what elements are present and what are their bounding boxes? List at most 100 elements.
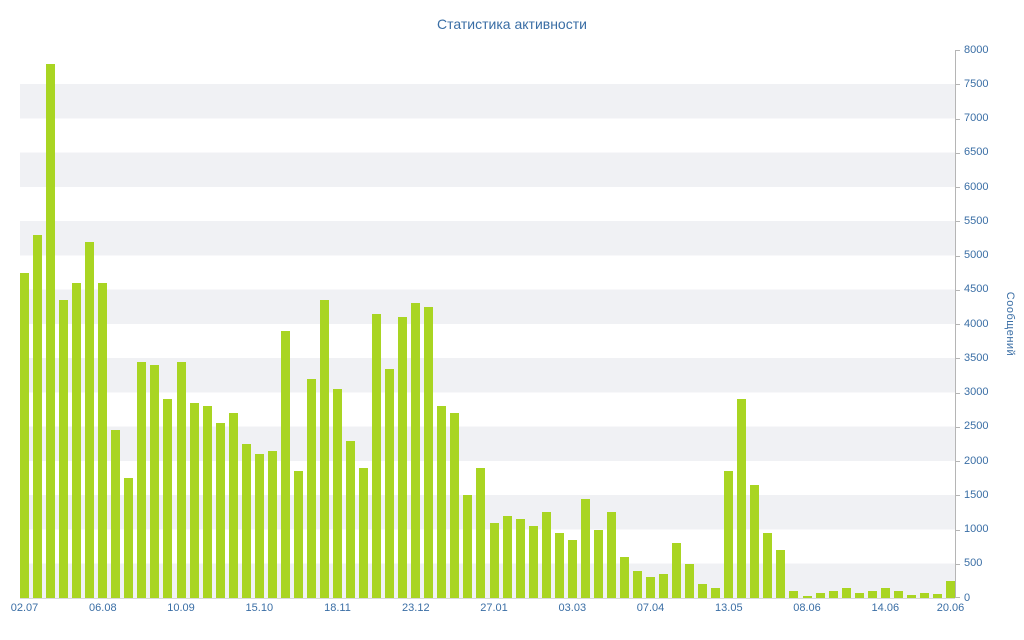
y-tick-label: 0 <box>964 591 971 604</box>
y-tick-mark <box>956 529 960 531</box>
bar <box>293 471 303 598</box>
bar <box>867 591 877 598</box>
y-tick-mark <box>956 84 960 86</box>
y-tick-mark <box>956 358 960 360</box>
x-tick-label: 18.11 <box>324 602 351 614</box>
y-tick-mark <box>956 461 960 462</box>
bar <box>880 587 890 598</box>
y-tick-label: 4500 <box>964 283 989 296</box>
plot-area <box>20 50 955 599</box>
y-tick-mark <box>956 563 960 565</box>
bar <box>163 399 173 598</box>
bar <box>111 430 121 598</box>
y-tick-label: 4000 <box>964 317 989 330</box>
x-tick-label: 15.10 <box>245 602 274 614</box>
bar <box>359 467 369 598</box>
x-tick-label: 07.04 <box>636 602 665 614</box>
y-tick-label: 6500 <box>964 146 989 159</box>
x-tick-label: 02.07 <box>10 602 39 614</box>
x-tick-label: 03.03 <box>558 602 587 614</box>
x-tick-label: 20.06 <box>936 602 965 614</box>
bar <box>893 591 903 598</box>
bar <box>385 368 395 598</box>
y-tick-label: 7000 <box>964 112 989 124</box>
y-tick-label: 1500 <box>964 488 989 501</box>
bar <box>124 478 134 598</box>
bar <box>528 526 538 598</box>
bar <box>267 450 277 598</box>
bar <box>346 440 356 598</box>
bar <box>137 361 147 598</box>
bar <box>685 563 695 598</box>
bar <box>815 592 825 598</box>
bar <box>763 532 773 598</box>
bar <box>828 591 838 598</box>
bar <box>319 300 329 598</box>
bar <box>606 512 616 598</box>
y-tick-mark <box>956 597 960 598</box>
y-tick-label: 1000 <box>964 523 989 535</box>
bar <box>502 515 512 598</box>
bar <box>711 587 721 598</box>
y-tick-mark <box>956 495 960 497</box>
bar <box>698 584 708 598</box>
bar <box>46 63 56 598</box>
bar <box>724 471 734 598</box>
y-tick-mark <box>956 255 960 257</box>
bar <box>919 592 929 598</box>
bar <box>189 402 199 598</box>
bar <box>333 389 342 598</box>
bar <box>215 423 225 598</box>
x-tick-label: 13.05 <box>715 602 743 614</box>
bar <box>254 454 264 598</box>
bar <box>906 594 916 598</box>
bar <box>463 495 473 598</box>
y-tick-label: 2000 <box>964 454 989 467</box>
bar <box>580 498 590 598</box>
bar <box>59 300 69 598</box>
y-tick-mark <box>956 118 960 120</box>
bar <box>659 574 669 598</box>
bar <box>932 593 942 598</box>
bar <box>20 272 29 598</box>
y-tick-mark <box>956 289 960 291</box>
bar <box>646 577 656 598</box>
bar <box>437 406 447 598</box>
x-tick-label: 10.09 <box>167 602 195 614</box>
bar <box>854 592 864 598</box>
bar <box>515 519 525 598</box>
bar <box>776 550 786 598</box>
bar <box>737 399 747 598</box>
bar <box>750 485 760 598</box>
x-tick-label: 06.08 <box>89 602 117 614</box>
bar <box>946 580 955 598</box>
bar <box>33 234 43 598</box>
bar <box>632 570 642 598</box>
bar <box>476 467 486 598</box>
y-tick-mark <box>956 152 960 154</box>
y-tick-mark <box>956 187 960 188</box>
y-tick-label: 5500 <box>964 214 989 227</box>
x-tick-label: 27.01 <box>480 602 508 614</box>
bar <box>541 512 551 598</box>
bar <box>619 556 629 598</box>
y-tick-label: 7500 <box>964 77 989 90</box>
bar <box>489 522 499 598</box>
bar <box>802 595 812 598</box>
bar <box>672 543 682 598</box>
y-tick-mark <box>956 221 960 223</box>
bar <box>72 282 82 598</box>
bar <box>841 587 851 598</box>
bars-layer <box>20 50 955 598</box>
x-tick-label: 14.06 <box>871 602 900 614</box>
y-tick-label: 3500 <box>964 351 989 364</box>
y-axis-title: Сообщений <box>1004 291 1016 357</box>
bar <box>593 529 603 598</box>
bar <box>411 303 421 598</box>
bar <box>306 378 316 598</box>
bar <box>228 413 238 598</box>
y-tick-label: 3000 <box>964 386 989 398</box>
bar <box>450 413 460 598</box>
y-tick-label: 6000 <box>964 180 989 193</box>
